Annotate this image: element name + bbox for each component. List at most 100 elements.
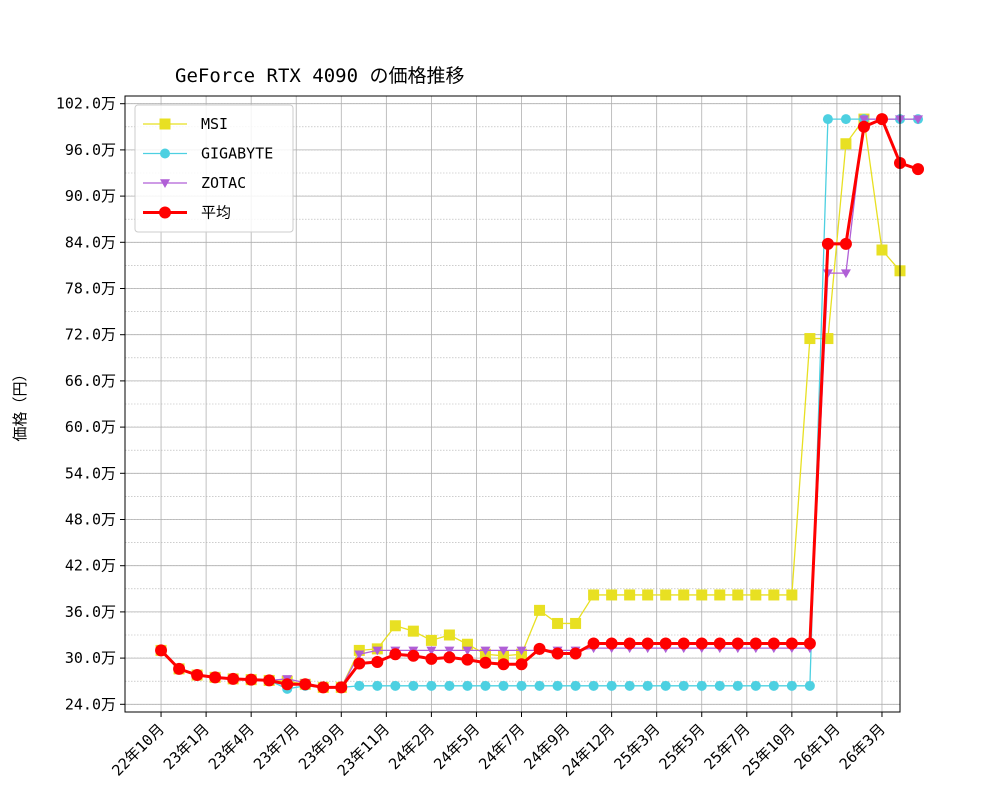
series-3-point <box>569 647 582 660</box>
legend-entry[interactable]: GIGABYTE <box>143 145 273 163</box>
series-1-point <box>534 680 545 691</box>
series-3-point <box>335 681 348 694</box>
x-tick-label: 25年5月 <box>655 720 708 773</box>
y-tick-label: 96.0万 <box>65 141 116 159</box>
series-3-point <box>713 637 726 650</box>
series-1-point <box>480 680 491 691</box>
series-0-point <box>534 604 546 616</box>
series-3-point <box>425 652 438 665</box>
y-tick-label: 84.0万 <box>65 233 116 251</box>
series-1-point <box>642 680 653 691</box>
series-1-point <box>426 680 437 691</box>
series-3 <box>155 113 925 694</box>
legend-entry[interactable]: 平均 <box>143 204 231 222</box>
series-1-point <box>696 680 707 691</box>
series-1-point <box>804 680 815 691</box>
series-3-point <box>407 649 420 662</box>
series-3-point <box>695 637 708 650</box>
series-3-point <box>587 637 600 650</box>
series-3-point <box>785 637 798 650</box>
series-0-point <box>443 629 455 641</box>
series-0-point <box>822 333 834 345</box>
legend-swatch-marker <box>160 148 170 159</box>
y-tick-label: 48.0万 <box>65 511 116 529</box>
series-1-point <box>624 680 635 691</box>
series-3-point <box>533 642 546 655</box>
series-3-point <box>749 637 762 650</box>
x-axis-ticks: 22年10月23年1月23年4月23年7月23年9月23年11月24年2月24年… <box>108 712 889 780</box>
legend-label: GIGABYTE <box>201 145 273 163</box>
x-tick-label: 24年2月 <box>385 720 438 773</box>
series-3-point <box>443 651 456 664</box>
series-1-point <box>444 680 455 691</box>
legend-entry[interactable]: ZOTAC <box>143 174 246 192</box>
series-1-point <box>408 680 419 691</box>
series-0-point <box>678 589 690 601</box>
series-3-point <box>479 656 492 669</box>
legend-box <box>134 104 294 233</box>
series-1-point <box>588 680 599 691</box>
series-3-point <box>371 655 384 668</box>
y-tick-label: 60.0万 <box>65 418 116 436</box>
series-0-point <box>606 589 618 601</box>
series-2-point <box>840 269 851 279</box>
series-0-point <box>750 589 762 601</box>
series-3-point <box>155 644 168 657</box>
series-1-point <box>354 680 365 691</box>
legend-swatch-marker <box>160 179 170 188</box>
series-1-point <box>786 680 797 691</box>
series-0-point <box>407 625 419 637</box>
series-1-point <box>732 680 743 691</box>
series-3-point <box>389 648 402 661</box>
series-2-point <box>426 646 437 656</box>
series-0-point <box>786 589 798 601</box>
legend-swatch-marker <box>159 118 171 130</box>
legend-entry[interactable]: MSI <box>143 115 228 133</box>
series-2-point <box>858 115 869 125</box>
y-tick-label: 72.0万 <box>65 326 116 344</box>
series-1-point <box>606 680 617 691</box>
series-1-point <box>462 680 473 691</box>
series-0-point <box>642 589 654 601</box>
series-3-point <box>551 647 564 660</box>
series-0-point <box>461 638 473 650</box>
x-tick-label: 24年7月 <box>475 720 528 773</box>
series-1-point <box>390 680 401 691</box>
series-0-point <box>714 589 726 601</box>
series-0-point <box>570 617 582 629</box>
y-tick-label: 102.0万 <box>56 95 116 113</box>
series-2-point <box>462 646 473 656</box>
series-1-point <box>570 680 581 691</box>
x-tick-label: 23年4月 <box>205 720 258 773</box>
series-3-point <box>299 678 312 691</box>
series-1-point <box>660 680 671 691</box>
series-3-point <box>731 637 744 650</box>
legend-swatch-marker <box>159 206 171 219</box>
x-tick-label: 24年5月 <box>430 720 483 773</box>
series-0-point <box>660 589 672 601</box>
series-0-point <box>497 650 509 662</box>
series-3-point <box>353 657 366 670</box>
y-tick-label: 54.0万 <box>65 464 116 482</box>
legend[interactable]: MSI GIGABYTE ZOTAC 平均 <box>134 104 294 233</box>
series-3-point <box>659 637 672 650</box>
series-3-point <box>173 662 186 675</box>
series-0-point <box>552 617 564 629</box>
series-1-point <box>516 680 527 691</box>
series-1-point <box>768 680 779 691</box>
x-tick-label: 23年1月 <box>160 720 213 773</box>
series-2-point <box>354 650 365 660</box>
series-0-point <box>389 620 401 632</box>
series-1-point <box>714 680 725 691</box>
x-tick-label: 25年3月 <box>610 720 663 773</box>
x-tick-label: 23年7月 <box>250 720 303 773</box>
series-3-point <box>281 678 294 691</box>
series-3-point <box>191 669 204 682</box>
plot-frame <box>124 95 901 713</box>
series-1-point <box>840 114 851 125</box>
y-tick-label: 30.0万 <box>65 649 116 667</box>
series-layer <box>155 113 925 694</box>
series-3-point <box>677 637 690 650</box>
series-3-point <box>263 674 276 687</box>
